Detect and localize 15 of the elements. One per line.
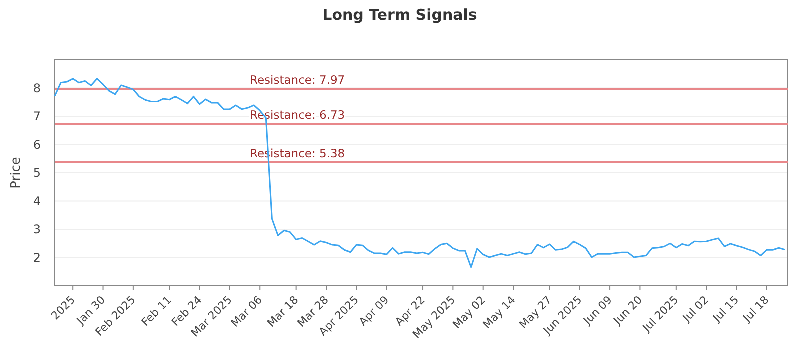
x-tick-label: Jun 09 bbox=[580, 294, 615, 328]
x-tick-label: Jul 15 bbox=[710, 294, 742, 326]
y-tick-label: 7 bbox=[33, 110, 41, 124]
ref-line-label: Resistance: 7.97 bbox=[250, 73, 346, 88]
x-tick-label: Jul 18 bbox=[740, 294, 772, 326]
chart-title: Long Term Signals bbox=[322, 6, 478, 24]
y-axis-title: Price bbox=[9, 157, 24, 189]
y-tick-label: 5 bbox=[33, 166, 41, 180]
x-tick-label: Apr 09 bbox=[356, 294, 392, 329]
y-tick-label: 8 bbox=[33, 81, 41, 96]
y-tick-label: 4 bbox=[33, 194, 41, 208]
y-tick-label: 2 bbox=[33, 250, 41, 265]
y-tick-label: 3 bbox=[33, 222, 41, 237]
x-tick-label: Jul 02 bbox=[680, 294, 712, 326]
y-tick-label: 6 bbox=[33, 138, 41, 152]
